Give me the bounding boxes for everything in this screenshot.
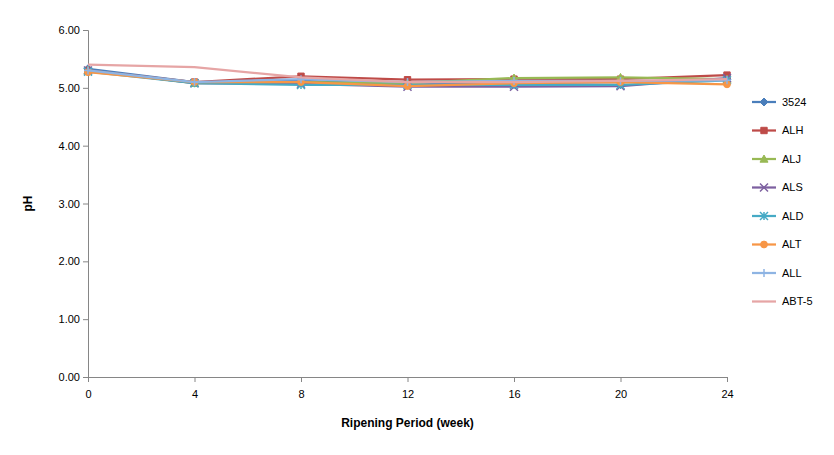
tick-label: 0.00 xyxy=(59,371,80,383)
tick-mark xyxy=(514,377,515,382)
plot-area: 0.00 1.00 2.00 3.00 4.00 5.00 6.00 0 4 8 12 16 20 24 xyxy=(59,24,734,400)
legend-item: 3524 xyxy=(752,96,806,108)
series xyxy=(84,66,731,86)
legend-label: ALT xyxy=(782,238,802,250)
legend-label: ALJ xyxy=(782,153,801,165)
tick-label: 6.00 xyxy=(59,24,80,36)
tick-label: 5.00 xyxy=(59,82,80,94)
series xyxy=(84,65,731,89)
tick-label: 0 xyxy=(85,388,91,400)
tick-label: 20 xyxy=(615,388,627,400)
tick-mark xyxy=(83,319,88,320)
x-axis-title: Ripening Period (week) xyxy=(341,416,474,430)
tick-mark xyxy=(88,377,89,382)
tick-label: 3.00 xyxy=(59,198,80,210)
series xyxy=(88,65,727,82)
tick: 0 xyxy=(85,377,91,400)
marker xyxy=(84,66,92,74)
legend-label: 3524 xyxy=(782,96,806,108)
tick: 12 xyxy=(402,377,414,400)
series xyxy=(84,66,731,90)
line xyxy=(88,65,727,82)
marker xyxy=(191,78,199,86)
legend-item: ALL xyxy=(752,267,802,279)
tick: 4.00 xyxy=(59,140,88,152)
legend-item: ALJ xyxy=(752,153,801,165)
tick: 8 xyxy=(298,377,304,400)
marker xyxy=(191,79,197,85)
legend-label: ALH xyxy=(782,124,803,136)
legend-item: ABT-5 xyxy=(752,295,813,307)
tick: 3.00 xyxy=(59,198,88,210)
line xyxy=(88,72,727,86)
marker xyxy=(191,78,199,86)
legend-item: ALD xyxy=(752,210,803,222)
tick-mark xyxy=(621,377,622,382)
tick: 20 xyxy=(615,377,627,400)
line xyxy=(88,70,727,86)
tick: 5.00 xyxy=(59,82,88,94)
tick-mark xyxy=(301,377,302,382)
tick-label: 4.00 xyxy=(59,140,80,152)
series xyxy=(84,68,731,89)
legend-label: ALS xyxy=(782,181,803,193)
tick-label: 12 xyxy=(402,388,414,400)
legend: 3524 ALH ALJ ALS ALD ALT ALL ABT-5 xyxy=(752,96,813,308)
y-axis-title: pH xyxy=(21,196,35,212)
legend-label: ALL xyxy=(782,267,802,279)
legend-marker xyxy=(760,98,768,106)
tick-label: 1.00 xyxy=(59,313,80,325)
tick-label: 2.00 xyxy=(59,255,80,267)
tick-label: 4 xyxy=(192,388,198,400)
legend-marker xyxy=(760,269,768,277)
tick-label: 8 xyxy=(298,388,304,400)
legend-marker xyxy=(761,241,768,248)
tick-mark xyxy=(83,88,88,89)
legend-item: ALH xyxy=(752,124,803,136)
tick-mark xyxy=(83,377,88,378)
tick: 0.00 xyxy=(59,371,88,383)
axis-line xyxy=(83,31,89,378)
tick-mark xyxy=(83,204,88,205)
tick-label: 16 xyxy=(508,388,520,400)
legend-marker xyxy=(760,184,768,192)
tick-mark xyxy=(83,30,88,31)
legend-marker xyxy=(761,127,767,133)
series xyxy=(85,69,731,90)
tick: 6.00 xyxy=(59,24,88,36)
legend-item: ALT xyxy=(752,238,802,250)
tick: 4 xyxy=(192,377,198,400)
legend-marker xyxy=(760,155,768,162)
tick-mark xyxy=(727,377,728,382)
axis-line xyxy=(89,378,728,383)
tick-mark xyxy=(195,377,196,382)
x-axis: 0 4 8 12 16 20 24 xyxy=(85,377,733,400)
legend-label: ABT-5 xyxy=(782,295,813,307)
marker xyxy=(510,77,518,85)
legend-item: ALS xyxy=(752,181,803,193)
tick: 1.00 xyxy=(59,313,88,325)
tick-label: 24 xyxy=(721,388,733,400)
legend-label: ALD xyxy=(782,210,803,222)
chart: 0.00 1.00 2.00 3.00 4.00 5.00 6.00 0 4 8 12 16 20 24 R… xyxy=(0,0,834,455)
series-group xyxy=(84,65,731,91)
tick: 24 xyxy=(721,377,733,400)
tick-mark xyxy=(83,146,88,147)
legend-marker xyxy=(760,212,768,220)
marker xyxy=(191,79,198,86)
tick: 2.00 xyxy=(59,255,88,267)
tick-mark xyxy=(83,261,88,262)
legend-swatch xyxy=(752,300,776,302)
tick: 16 xyxy=(508,377,520,400)
y-axis: 0.00 1.00 2.00 3.00 4.00 5.00 6.00 xyxy=(59,24,89,383)
tick-mark xyxy=(408,377,409,382)
